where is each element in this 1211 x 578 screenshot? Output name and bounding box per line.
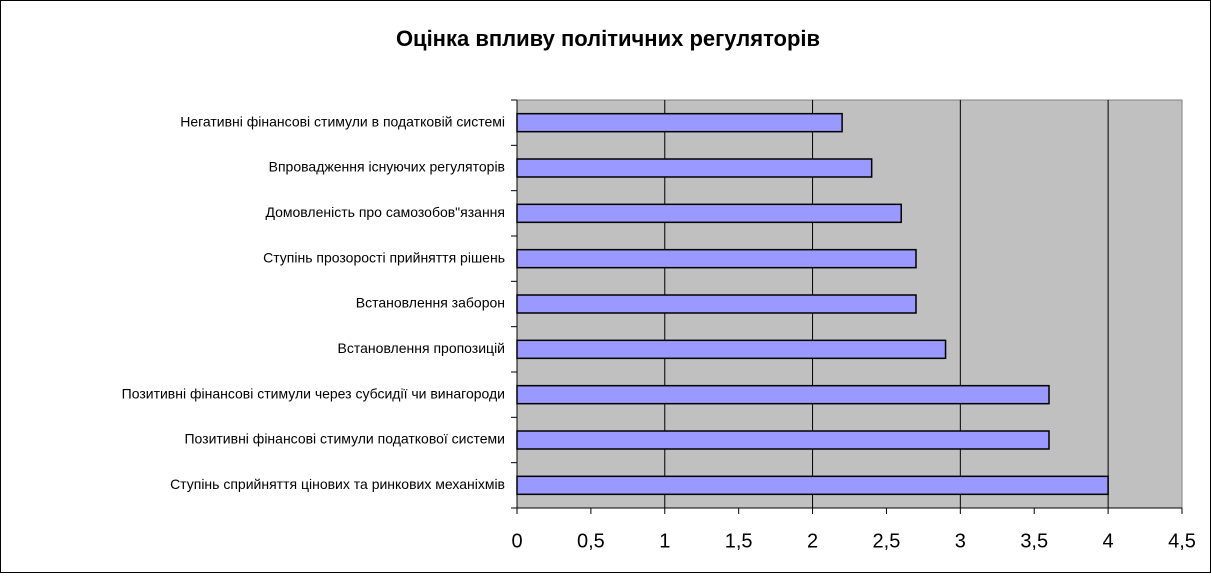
x-tick-label: 3,5 (1020, 530, 1048, 552)
y-tick-label: Позитивні фінансові стимули податкової с… (184, 431, 505, 447)
y-tick-label: Встановлення пропозицій (338, 340, 505, 356)
x-tick-label: 0 (511, 530, 522, 552)
chart-title: Оцінка впливу політичних регуляторів (396, 26, 820, 51)
bar (516, 112, 843, 133)
x-tick-label: 3 (955, 530, 966, 552)
y-tick-label: Ступінь прозорості прийняття рішень (263, 249, 505, 265)
y-tick-label: Впровадження існуючих регуляторів (269, 159, 505, 175)
bar (516, 294, 917, 314)
x-tick-label: 0,5 (577, 530, 605, 552)
bar (516, 203, 902, 224)
bar (516, 384, 1050, 405)
x-tick-label: 2 (807, 530, 818, 552)
bar (516, 475, 1109, 496)
bar (516, 339, 947, 360)
x-tick-label: 1 (659, 530, 670, 552)
x-tick-label: 4,5 (1168, 530, 1196, 552)
y-tick-label: Негативні фінансові стимули в податковій… (180, 113, 505, 129)
bar (516, 430, 1050, 450)
y-tick-label: Домовленість про самозобов"язання (265, 204, 505, 220)
x-tick-label: 4 (1103, 530, 1114, 552)
bar (516, 248, 917, 269)
x-tick-label: 2,5 (873, 530, 901, 552)
y-tick-label: Встановлення заборон (356, 295, 505, 311)
y-tick-label: Позитивні фінансові стимули через субсид… (122, 385, 505, 401)
y-tick-label: Ступінь сприйняття цінових та ринкових м… (170, 476, 505, 492)
bar (516, 158, 873, 178)
x-tick-label: 1,5 (725, 530, 753, 552)
